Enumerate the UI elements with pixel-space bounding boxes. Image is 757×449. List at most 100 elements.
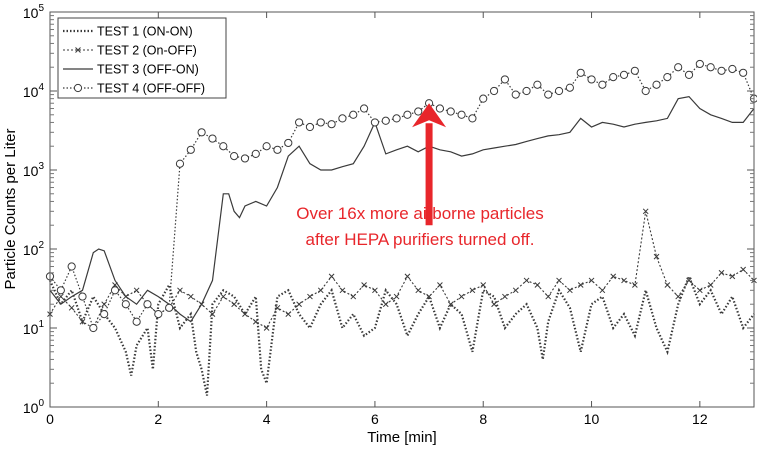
x-tick-label: 10 bbox=[584, 411, 600, 427]
data-point bbox=[619, 70, 629, 79]
data-point bbox=[133, 287, 140, 294]
data-point bbox=[252, 318, 259, 325]
data-point bbox=[68, 304, 75, 311]
data-point bbox=[89, 323, 98, 333]
data-point bbox=[609, 72, 618, 82]
data-point bbox=[274, 304, 281, 311]
data-point bbox=[437, 282, 443, 288]
data-point bbox=[404, 273, 411, 280]
data-point bbox=[554, 86, 564, 96]
data-point bbox=[491, 301, 497, 308]
data-point bbox=[121, 300, 130, 309]
data-point bbox=[393, 293, 400, 300]
data-point bbox=[177, 287, 183, 294]
data-point bbox=[587, 75, 596, 84]
data-point bbox=[316, 118, 325, 127]
data-point bbox=[598, 80, 607, 89]
data-point bbox=[339, 287, 346, 294]
data-point bbox=[684, 70, 694, 79]
data-point bbox=[544, 90, 553, 99]
data-point bbox=[317, 287, 324, 294]
data-point bbox=[630, 66, 639, 75]
data-point bbox=[392, 114, 401, 123]
series-3 bbox=[49, 95, 755, 323]
data-point bbox=[479, 94, 488, 103]
data-point bbox=[706, 63, 715, 72]
legend-item: TEST 1 (ON-ON) bbox=[63, 25, 193, 39]
data-point bbox=[426, 293, 432, 300]
data-point bbox=[220, 293, 227, 300]
data-point bbox=[78, 292, 87, 301]
y-axis-title: Particle Counts per Liter bbox=[2, 129, 19, 290]
data-point bbox=[652, 80, 661, 89]
data-point bbox=[143, 300, 152, 309]
y-tick-label: 105 bbox=[23, 3, 45, 21]
data-point bbox=[327, 120, 336, 129]
data-point bbox=[686, 277, 692, 284]
legend-item: TEST 2 (On-OFF) bbox=[63, 44, 197, 58]
data-point bbox=[219, 142, 228, 151]
data-point bbox=[480, 282, 487, 288]
data-point bbox=[197, 128, 206, 137]
x-axis-title: Time [min] bbox=[367, 429, 436, 446]
data-point bbox=[240, 154, 250, 163]
data-point bbox=[576, 68, 585, 77]
data-point bbox=[588, 277, 595, 284]
series-line bbox=[49, 95, 755, 323]
data-point bbox=[674, 63, 683, 72]
data-point bbox=[740, 266, 747, 273]
data-point bbox=[446, 107, 455, 116]
data-point bbox=[728, 64, 737, 74]
data-point bbox=[296, 301, 302, 308]
data-point bbox=[100, 309, 109, 319]
data-point bbox=[165, 303, 174, 312]
y-tick-label: 100 bbox=[23, 398, 45, 416]
data-point bbox=[242, 311, 248, 317]
x-tick-label: 2 bbox=[154, 411, 162, 427]
data-point bbox=[565, 83, 574, 92]
data-point bbox=[381, 116, 390, 125]
plot-frame bbox=[49, 11, 755, 408]
data-point bbox=[653, 253, 660, 260]
legend-marker bbox=[73, 83, 83, 93]
data-point bbox=[718, 269, 725, 276]
legend-item: TEST 4 (OFF-OFF) bbox=[63, 82, 205, 96]
data-point bbox=[545, 293, 552, 300]
data-point bbox=[251, 149, 260, 158]
data-point bbox=[370, 118, 380, 127]
data-point bbox=[307, 293, 313, 300]
data-point bbox=[500, 75, 509, 84]
data-point bbox=[110, 286, 120, 295]
data-point bbox=[707, 282, 714, 288]
data-point bbox=[641, 86, 650, 96]
data-point bbox=[372, 287, 378, 294]
data-point bbox=[556, 277, 562, 284]
data-point bbox=[632, 282, 638, 288]
legend-label: TEST 1 (ON-ON) bbox=[97, 25, 193, 39]
data-point bbox=[458, 293, 465, 300]
x-tick-label: 0 bbox=[46, 411, 54, 427]
data-point bbox=[209, 311, 216, 317]
data-point bbox=[489, 86, 499, 96]
x-tick-label: 6 bbox=[371, 411, 379, 427]
data-point bbox=[414, 107, 423, 116]
data-point bbox=[208, 134, 217, 143]
data-point bbox=[262, 142, 271, 151]
x-axis: 0 2 4 6 8 10 12 bbox=[46, 12, 708, 427]
data-point bbox=[739, 68, 748, 77]
data-point bbox=[415, 287, 422, 294]
legend-label: TEST 3 (OFF-ON) bbox=[97, 63, 199, 77]
data-point bbox=[263, 325, 270, 331]
data-point bbox=[132, 317, 141, 326]
data-point bbox=[447, 301, 454, 308]
data-point bbox=[511, 90, 520, 99]
data-point bbox=[534, 282, 541, 288]
annotation-line-2: after HEPA purifiers turned off. bbox=[306, 230, 535, 249]
data-point bbox=[599, 287, 606, 294]
data-point bbox=[175, 159, 185, 168]
data-point bbox=[533, 80, 542, 89]
y-tick-label: 101 bbox=[23, 319, 45, 337]
x-tick-label: 12 bbox=[692, 411, 708, 427]
legend-label: TEST 4 (OFF-OFF) bbox=[97, 82, 205, 96]
